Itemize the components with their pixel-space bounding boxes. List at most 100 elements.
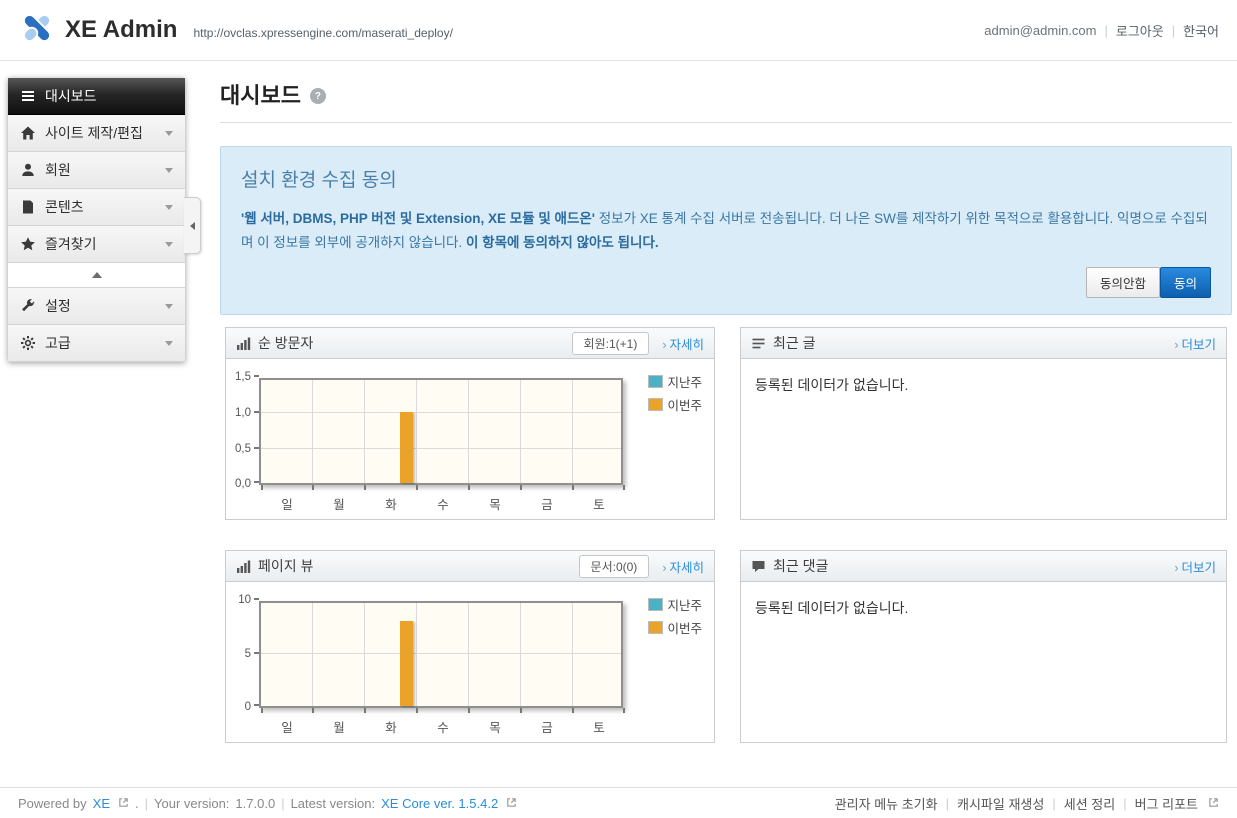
grid-line <box>520 380 521 484</box>
external-link-icon <box>118 796 129 811</box>
legend-label: 지난주 <box>667 599 702 614</box>
notice-actions: 동의안함 동의 <box>241 267 1211 299</box>
empty-message: 등록된 데이터가 없습니다. <box>755 600 909 617</box>
link-arrow-icon: › <box>1174 560 1179 575</box>
panel-title: 페이지 뷰 <box>258 558 314 575</box>
separator: | <box>144 795 149 811</box>
legend-label: 이번주 <box>667 399 702 414</box>
grid-line <box>572 380 573 484</box>
y-tick-mark <box>254 481 259 484</box>
page-views-panel: 페이지 뷰 문서:0(0) › 자세히 0 5 10 일 월 화 수 목 금 토 지난주 이번주 <box>225 550 715 744</box>
sidebar-item-dashboard[interactable]: 대시보드 <box>8 78 185 115</box>
help-icon[interactable]: ? <box>309 88 326 104</box>
legend-swatch <box>648 598 664 612</box>
recent-posts-more-link[interactable]: › 더보기 <box>1174 337 1216 352</box>
x-tick-label: 토 <box>593 721 605 736</box>
pageviews-detail-link[interactable]: › 자세히 <box>662 560 704 575</box>
user-email: admin@admin.com <box>984 22 1097 38</box>
grid-line <box>364 603 365 707</box>
footer: Powered by XE. | Your version: 1.7.0.0 |… <box>0 787 1237 818</box>
decline-button[interactable]: 동의안함 <box>1085 267 1160 299</box>
latest-version-link[interactable]: XE Core ver. 1.5.4.2 <box>381 795 499 811</box>
star-icon <box>20 236 36 252</box>
sidebar-item-settings[interactable]: 설정 <box>8 288 185 325</box>
y-tick-label: 0 <box>244 701 251 714</box>
y-tick-label: 0,0 <box>235 478 251 491</box>
recent-posts-panel: 최근 글 › 더보기 등록된 데이터가 없습니다. <box>740 327 1227 521</box>
sidebar-item-site-edit[interactable]: 사이트 제작/편집 <box>8 115 185 152</box>
y-tick-mark <box>254 375 259 378</box>
separator: | <box>1104 22 1108 38</box>
visitors-detail-link[interactable]: › 자세히 <box>662 337 704 352</box>
unique-visitors-panel: 순 방문자 회원:1(+1) › 자세히 0,0 0,5 1,0 1,5 일 월 화 수 목 금 토 … <box>225 327 715 521</box>
bug-report-link[interactable]: 버그 리포트 <box>1134 796 1198 812</box>
link-arrow-icon: › <box>1174 337 1179 352</box>
sidebar-item-label: 회원 <box>45 162 71 178</box>
legend-row: 이번주 <box>648 618 702 637</box>
link-arrow-icon: › <box>662 560 667 575</box>
x-tick-label: 화 <box>385 498 397 513</box>
bar-chart-icon <box>236 559 251 574</box>
reset-admin-menu-link[interactable]: 관리자 메뉴 초기화 <box>834 796 938 812</box>
y-tick-mark <box>254 446 259 449</box>
grid-line <box>572 603 573 707</box>
grid-line <box>261 447 621 449</box>
x-tick-mark <box>468 708 470 714</box>
chevron-down-icon <box>165 303 173 309</box>
sidebar-item-members[interactable]: 회원 <box>8 152 185 189</box>
logout-link[interactable]: 로그아웃 <box>1115 23 1164 39</box>
x-tick-mark <box>416 708 418 714</box>
x-tick-label: 금 <box>541 721 553 736</box>
empty-message: 등록된 데이터가 없습니다. <box>755 377 909 394</box>
sidebar-item-label: 콘텐츠 <box>45 199 84 215</box>
x-tick-label: 목 <box>489 721 501 736</box>
grid-line <box>312 380 313 484</box>
main-content: 대시보드 ? 설치 환경 수집 동의 '웹 서버, DBMS, PHP 버전 및… <box>220 61 1232 744</box>
sidebar-hide-toggle[interactable] <box>184 197 201 254</box>
panel-header: 최근 댓글 › 더보기 <box>741 551 1226 583</box>
recent-comments-more-link[interactable]: › 더보기 <box>1174 560 1216 575</box>
sidebar-item-advanced[interactable]: 고급 <box>8 325 185 362</box>
x-tick-label: 목 <box>489 498 501 513</box>
language-link[interactable]: 한국어 <box>1183 23 1219 39</box>
sidebar-item-label: 설정 <box>45 298 71 314</box>
sidebar-item-content[interactable]: 콘텐츠 <box>8 189 185 226</box>
logo[interactable]: XE Admin <box>18 9 177 52</box>
legend-label: 지난주 <box>667 376 702 391</box>
accept-button[interactable]: 동의 <box>1159 267 1211 299</box>
panel-title: 최근 댓글 <box>773 558 829 575</box>
app-title: XE Admin <box>65 16 178 43</box>
chevron-down-icon <box>165 167 173 173</box>
comment-icon <box>751 559 766 574</box>
panel-header: 최근 글 › 더보기 <box>741 328 1226 360</box>
visitors-count-badge: 회원:1(+1) <box>571 331 650 355</box>
sidebar-item-favorites[interactable]: 즐겨찾기 <box>8 226 185 263</box>
xe-link[interactable]: XE <box>92 795 110 811</box>
sidebar: 대시보드 사이트 제작/편집 회원 콘텐츠 즐 <box>8 78 185 362</box>
x-tick-mark <box>572 485 574 491</box>
header-user-area: admin@admin.com | 로그아웃 | 한국어 <box>984 21 1219 40</box>
sidebar-collapse-toggle[interactable] <box>8 263 185 288</box>
rebuild-cache-link[interactable]: 캐시파일 재생성 <box>957 796 1045 812</box>
sidebar-item-label: 즐겨찾기 <box>45 236 97 252</box>
your-version-label: Your version: <box>154 795 230 811</box>
grid-line <box>364 380 365 484</box>
clean-session-link[interactable]: 세션 정리 <box>1063 796 1116 812</box>
y-tick-label: 0,5 <box>235 442 251 455</box>
x-tick-mark <box>312 708 314 714</box>
x-tick-mark <box>261 708 263 714</box>
legend-row: 지난주 <box>648 595 702 614</box>
legend-row: 이번주 <box>648 395 702 414</box>
separator: | <box>945 795 949 811</box>
notice-text: 정보가 XE 통계 수집 서버로 전송됩니다. 더 나은 SW를 제작하기 위한… <box>241 211 1208 250</box>
chevron-down-icon <box>165 241 173 247</box>
page-views-chart: 0 5 10 일 월 화 수 목 금 토 지난주 이번주 <box>226 582 714 742</box>
x-tick-label: 수 <box>437 498 449 513</box>
x-tick-mark <box>364 708 366 714</box>
x-tick-label: 금 <box>541 498 553 513</box>
grid-line <box>468 603 469 707</box>
grid-line <box>416 603 417 707</box>
